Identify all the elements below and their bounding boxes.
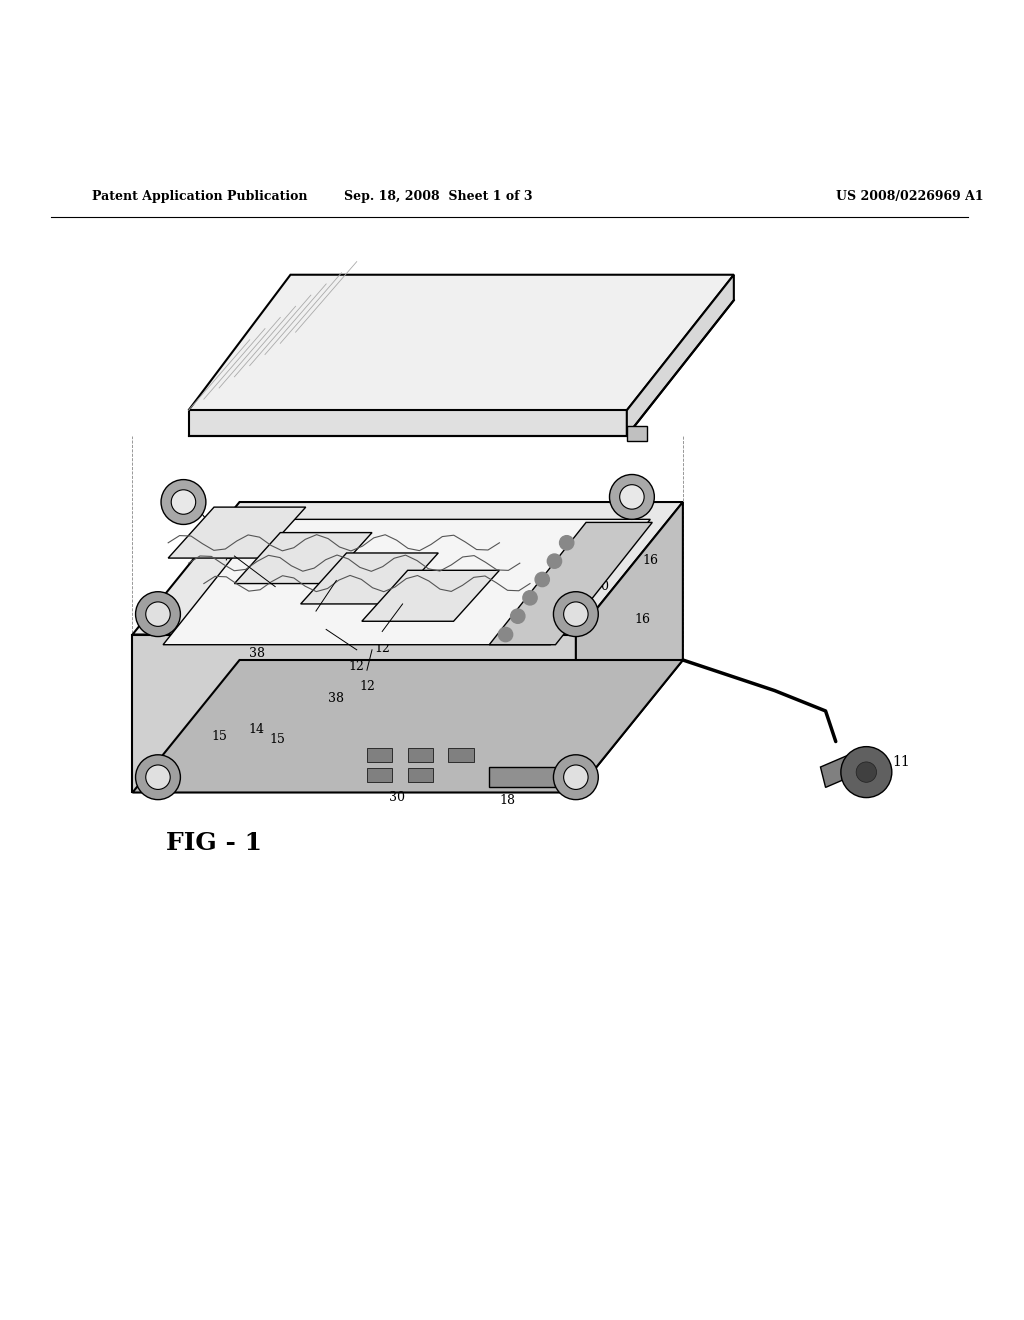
Text: 16: 16 [634, 612, 650, 626]
Circle shape [523, 590, 538, 605]
Circle shape [559, 536, 573, 550]
Polygon shape [627, 275, 734, 436]
Polygon shape [188, 275, 734, 411]
Bar [449, 747, 474, 762]
Text: 14: 14 [249, 723, 265, 735]
Circle shape [553, 591, 598, 636]
Polygon shape [820, 751, 861, 788]
Polygon shape [163, 519, 650, 644]
Text: 12: 12 [267, 597, 283, 610]
Circle shape [547, 554, 561, 569]
Text: Sep. 18, 2008  Sheet 1 of 3: Sep. 18, 2008 Sheet 1 of 3 [344, 190, 532, 203]
Circle shape [145, 602, 170, 627]
Polygon shape [361, 570, 500, 622]
Circle shape [609, 474, 654, 519]
Text: 30: 30 [593, 579, 609, 593]
Text: Patent Application Publication: Patent Application Publication [92, 190, 307, 203]
Polygon shape [132, 660, 683, 792]
Polygon shape [132, 635, 575, 792]
Circle shape [563, 602, 588, 627]
Bar [367, 747, 392, 762]
Text: 15: 15 [211, 730, 227, 743]
Polygon shape [489, 523, 652, 644]
Text: FIG - 1: FIG - 1 [166, 832, 262, 855]
Text: 12: 12 [308, 622, 324, 635]
Bar [367, 768, 392, 783]
Text: 20: 20 [389, 560, 406, 573]
Bar [408, 768, 433, 783]
Text: 16: 16 [642, 553, 658, 566]
Circle shape [499, 627, 513, 642]
Circle shape [841, 747, 892, 797]
Text: 15: 15 [269, 733, 285, 746]
Text: 10: 10 [683, 288, 700, 302]
Text: 12: 12 [349, 660, 365, 673]
Polygon shape [188, 411, 627, 436]
Circle shape [135, 755, 180, 800]
Polygon shape [627, 425, 647, 441]
Circle shape [856, 762, 877, 783]
Text: 20: 20 [224, 558, 241, 572]
Text: 38: 38 [249, 647, 265, 660]
Circle shape [135, 591, 180, 636]
Polygon shape [489, 767, 555, 788]
Bar [408, 747, 433, 762]
Text: 18: 18 [500, 795, 515, 807]
Circle shape [145, 766, 170, 789]
Circle shape [161, 479, 206, 524]
Text: 11: 11 [892, 755, 909, 770]
Polygon shape [132, 502, 683, 635]
Circle shape [171, 490, 196, 515]
Polygon shape [234, 532, 372, 583]
Polygon shape [301, 553, 438, 605]
Text: 12: 12 [359, 680, 375, 693]
Circle shape [563, 766, 588, 789]
Polygon shape [575, 502, 683, 792]
Text: 12: 12 [374, 642, 390, 655]
Text: 30: 30 [389, 791, 406, 804]
Text: 38: 38 [329, 692, 344, 705]
Circle shape [553, 755, 598, 800]
Text: 14: 14 [471, 552, 486, 565]
Circle shape [620, 484, 644, 510]
Circle shape [536, 573, 549, 586]
Text: US 2008/0226969 A1: US 2008/0226969 A1 [836, 190, 983, 203]
Polygon shape [168, 507, 306, 558]
Circle shape [511, 609, 525, 623]
